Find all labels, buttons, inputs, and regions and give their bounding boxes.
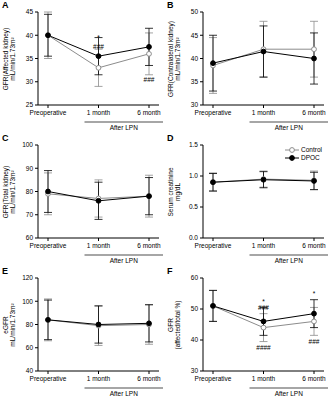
- html-text:mg/dL: mg/dL: [174, 182, 181, 201]
- svg-text:60: 60: [191, 274, 199, 281]
- svg-text:50: 50: [191, 305, 199, 312]
- svg-text:*: *: [97, 34, 100, 41]
- html-text:Serum creatinine: Serum creatinine: [166, 166, 174, 217]
- html-text:mL/min/1.73m²: mL/min/1.73m²: [9, 169, 16, 214]
- svg-text:6 month: 6 month: [302, 375, 322, 382]
- svg-text:After LPN: After LPN: [275, 124, 303, 131]
- svg-text:120: 120: [22, 274, 33, 281]
- svg-text:After LPN: After LPN: [110, 390, 138, 397]
- svg-text:30: 30: [191, 101, 199, 108]
- html-text:mL/min/1.73m²: mL/min/1.73m²: [9, 36, 16, 81]
- svg-text:*: *: [313, 290, 316, 297]
- svg-text:25: 25: [26, 101, 34, 108]
- svg-text:6 month: 6 month: [302, 242, 322, 249]
- html-text:DPOC: DPOC: [301, 154, 320, 161]
- svg-text:1 month: 1 month: [252, 375, 276, 382]
- html-text:GFR(Affected kidney): GFR(Affected kidney): [1, 27, 9, 90]
- svg-text:45: 45: [26, 8, 34, 15]
- html-text:mL/min/1.73m²: mL/min/1.73m²: [174, 36, 181, 81]
- svg-text:After LPN: After LPN: [275, 257, 303, 264]
- svg-text:###: ###: [93, 43, 104, 50]
- svg-text:45: 45: [191, 32, 199, 39]
- svg-text:###: ###: [258, 304, 269, 311]
- svg-text:100: 100: [22, 141, 33, 148]
- svg-text:35: 35: [191, 78, 199, 85]
- svg-text:0.5: 0.5: [189, 203, 198, 210]
- html-text:(affected/total %): (affected/total %): [174, 300, 181, 349]
- svg-text:6 month: 6 month: [137, 375, 161, 382]
- svg-text:50: 50: [191, 8, 199, 15]
- svg-text:Preoperative: Preoperative: [30, 109, 67, 117]
- svg-text:####: ####: [256, 344, 271, 351]
- svg-text:40: 40: [191, 55, 199, 62]
- svg-text:100: 100: [22, 298, 33, 305]
- svg-text:After LPN: After LPN: [275, 390, 303, 397]
- svg-text:Preoperative: Preoperative: [195, 109, 232, 117]
- svg-text:1 month: 1 month: [87, 375, 111, 382]
- svg-text:After LPN: After LPN: [110, 124, 138, 131]
- svg-text:60: 60: [26, 344, 34, 351]
- svg-text:Preoperative: Preoperative: [195, 242, 232, 250]
- svg-text:6 month: 6 month: [302, 109, 322, 116]
- svg-text:1.5: 1.5: [189, 141, 198, 148]
- svg-text:Preoperative: Preoperative: [30, 242, 67, 250]
- html-text:C: C: [2, 133, 9, 143]
- svg-text:80: 80: [26, 321, 34, 328]
- svg-text:30: 30: [26, 78, 34, 85]
- html-text:B: B: [167, 0, 174, 10]
- html-text:Control: Control: [301, 146, 322, 153]
- svg-text:1 month: 1 month: [252, 109, 276, 116]
- svg-text:1 month: 1 month: [252, 242, 276, 249]
- svg-text:1.0: 1.0: [189, 172, 198, 179]
- svg-text:###: ###: [309, 338, 320, 345]
- svg-text:1 month: 1 month: [87, 109, 111, 116]
- html-text:eGFR: eGFR: [1, 315, 9, 334]
- svg-text:40: 40: [26, 367, 34, 374]
- html-text:GFR(Total kidney): GFR(Total kidney): [1, 165, 9, 218]
- html-text:GFR: GFR: [166, 317, 174, 332]
- svg-text:###: ###: [144, 76, 155, 83]
- svg-text:6 month: 6 month: [137, 242, 161, 249]
- html-text:E: E: [2, 266, 8, 276]
- svg-text:After LPN: After LPN: [110, 257, 138, 264]
- svg-text:70: 70: [26, 211, 34, 218]
- svg-text:0.0: 0.0: [189, 234, 198, 241]
- svg-text:6 month: 6 month: [137, 109, 161, 116]
- svg-text:40: 40: [26, 32, 34, 39]
- html-text:F: F: [167, 266, 173, 276]
- html-text:mL/min/1.73m²: mL/min/1.73m²: [9, 302, 16, 347]
- svg-text:Preoperative: Preoperative: [195, 375, 232, 383]
- svg-text:90: 90: [26, 165, 34, 172]
- svg-text:35: 35: [26, 55, 34, 62]
- html-text:A: A: [2, 0, 9, 10]
- svg-text:40: 40: [191, 336, 199, 343]
- svg-text:1 month: 1 month: [87, 242, 111, 249]
- html-text:GFR(Contralateral kidney): GFR(Contralateral kidney): [166, 20, 174, 97]
- svg-text:Preoperative: Preoperative: [30, 375, 67, 383]
- svg-text:30: 30: [191, 367, 199, 374]
- html-text:D: D: [167, 133, 174, 143]
- svg-text:80: 80: [26, 188, 34, 195]
- svg-text:60: 60: [26, 234, 34, 241]
